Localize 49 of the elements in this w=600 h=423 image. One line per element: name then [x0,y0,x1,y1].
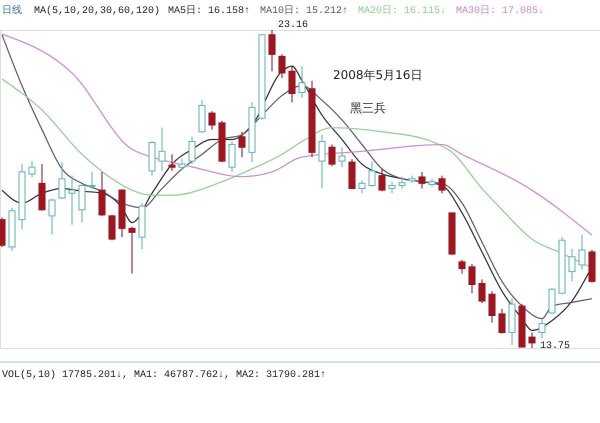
candlestick [458,259,466,274]
candlestick [328,144,336,167]
candlestick [358,180,366,194]
text: VOL(5,10) 17785.201↓, MA1: 46787.762↓, MA2: 31790.281↑ [2,369,326,381]
candlestick [68,175,76,226]
text: MA10日: 15.212↑ [260,5,348,17]
candlestick [398,176,406,189]
candlestick [438,175,446,194]
candlestick [298,66,306,98]
annotation: 13.75 [540,341,570,352]
candlestick [578,234,586,270]
candlestick [318,134,326,189]
chart-title: 日线 [2,4,22,17]
candlestick [338,146,346,168]
candlestick [368,160,376,187]
candlestick [278,54,286,78]
candlestick [288,66,296,103]
text: MA20日: 16.115↓ [358,5,446,17]
candlestick [108,214,116,241]
text: MA5日: 16.158↑ [168,5,250,17]
candlestick [28,160,36,178]
candlestick [58,162,66,200]
candlestick [378,168,386,192]
annotation: 2008年5月16日 [333,68,422,82]
candlestick [538,318,546,339]
text: MA30日: 17.085↓ [456,5,544,17]
candlestick [548,288,556,314]
candlestick [488,290,496,324]
annotation: 黑三兵 [350,101,386,115]
chart-subtitle: MA(5,10,20,30,60,120) [34,5,160,17]
annotation: 23.16 [278,20,308,31]
candlestick [528,332,536,348]
candlestick [178,158,186,170]
candlestick [238,131,246,158]
candlestick [168,154,176,172]
candlestick [268,30,276,72]
candlestick [468,263,476,294]
candlestick [568,248,576,282]
candlestick [478,278,486,304]
candlestick [418,171,426,189]
candlestick [228,141,236,172]
candlestick [188,136,196,165]
candlestick [498,308,506,334]
candlestick [158,127,166,172]
candlestick [88,171,96,189]
candlestick [48,198,56,235]
candlestick [388,181,396,194]
candlestick [208,110,216,130]
candlestick [128,226,136,274]
